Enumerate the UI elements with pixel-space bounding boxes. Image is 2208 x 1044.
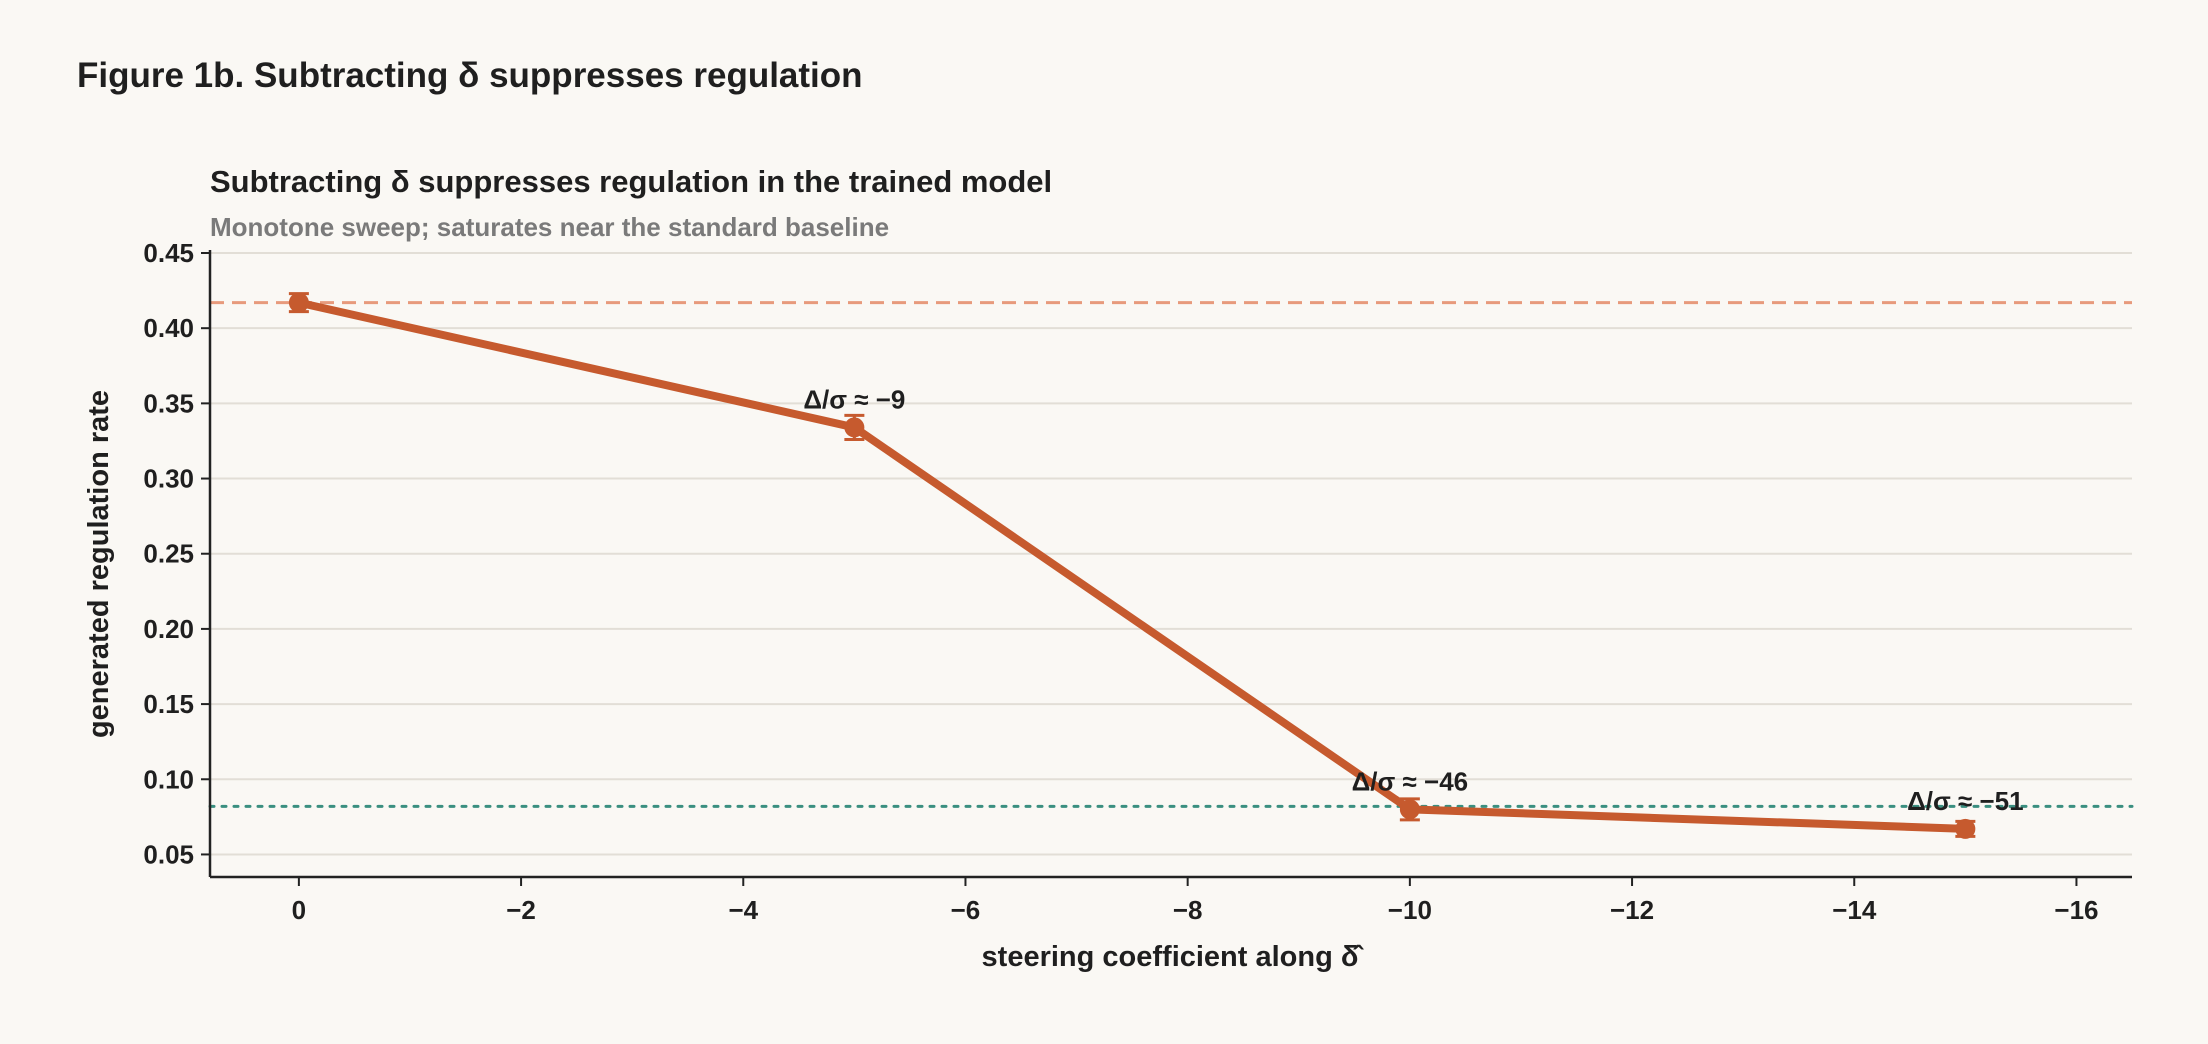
annotations: Δ/σ ≈ −9 Δ/σ ≈ −46 Δ/σ ≈ −51 (803, 384, 2023, 815)
x-tick-label: −12 (1610, 895, 1654, 925)
y-tick-label: 0.35 (143, 388, 194, 418)
series-line (294, 298, 1970, 833)
delta-annotation: Δ/σ ≈ −51 (1907, 786, 2024, 816)
data-point (288, 292, 309, 313)
data-point (1399, 799, 1420, 820)
y-tick-label: 0.10 (143, 764, 194, 794)
y-tick-label: 0.45 (143, 238, 194, 268)
chart-title: Subtracting δ suppresses regulation in t… (210, 164, 1053, 199)
x-tick-label: −6 (951, 895, 981, 925)
y-tick-label: 0.25 (143, 539, 194, 569)
chart-subtitle: Monotone sweep; saturates near the stand… (210, 212, 890, 242)
x-axis-label: steering coefficient along δ̂ (982, 941, 1365, 973)
x-tick-label: −14 (1832, 895, 1877, 925)
x-tick-label: −4 (728, 895, 758, 925)
delta-annotation: Δ/σ ≈ −46 (1352, 766, 1469, 796)
axes: 0.05 0.10 0.15 0.20 0.25 0.30 0.35 0.40 0.45 0 −2 −… (143, 238, 2132, 925)
series (288, 292, 1976, 839)
y-tick-label: 0.30 (143, 464, 194, 494)
figure-title: Figure 1b. Subtracting δ suppresses regu… (77, 56, 863, 95)
data-point (1955, 818, 1976, 839)
y-tick-label: 0.15 (143, 689, 194, 719)
y-axis-label: generated regulation rate (83, 390, 115, 738)
delta-annotation: Δ/σ ≈ −9 (803, 384, 905, 414)
gridlines (210, 252, 2132, 856)
y-tick-label: 0.40 (143, 313, 194, 343)
y-tick-label: 0.05 (143, 839, 194, 869)
x-tick-label: −2 (506, 895, 536, 925)
reference-lines (208, 301, 2134, 808)
data-point (844, 417, 865, 438)
y-tick-label: 0.20 (143, 614, 194, 644)
x-tick-label: 0 (292, 895, 306, 925)
x-tick-label: −16 (2054, 895, 2098, 925)
x-tick-label: −10 (1388, 895, 1432, 925)
x-tick-label: −8 (1173, 895, 1203, 925)
